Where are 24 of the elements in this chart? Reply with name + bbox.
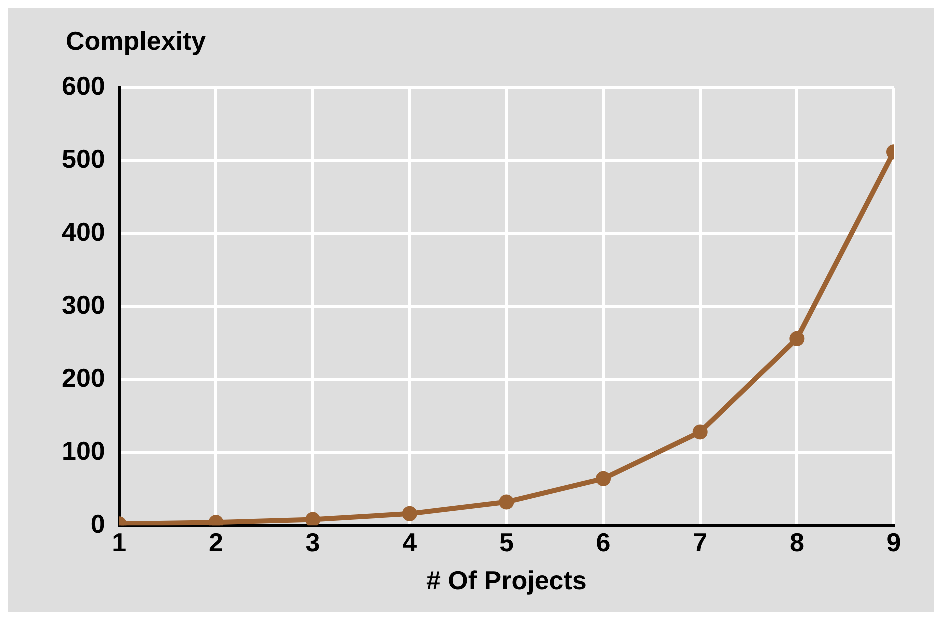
- point: [499, 494, 514, 510]
- x-tick-label: 9: [886, 527, 902, 558]
- point: [692, 424, 708, 440]
- x-tick-label: 4: [402, 527, 418, 558]
- x-axis-title: # Of Projects: [426, 566, 587, 596]
- y-tick-label: 100: [62, 436, 106, 466]
- y-tick-label: 0: [90, 508, 106, 539]
- x-tick-label: 5: [499, 527, 514, 558]
- y-tick-label: 200: [62, 362, 106, 393]
- y-axis-title: Complexity: [66, 26, 207, 56]
- point: [402, 506, 418, 522]
- x-tick-label: 6: [596, 527, 611, 558]
- y-tick-label: 600: [62, 71, 106, 102]
- point: [790, 331, 805, 346]
- y-tick-label: 400: [62, 217, 106, 248]
- point: [596, 471, 612, 486]
- x-tick-label: 3: [306, 527, 320, 558]
- x-tick-label: 2: [208, 527, 224, 558]
- x-tick-label: 1: [112, 527, 127, 558]
- y-tick-label: 300: [62, 290, 106, 320]
- x-tick-label: 7: [693, 527, 708, 558]
- x-tick-label: 8: [790, 527, 804, 558]
- point: [306, 512, 321, 526]
- y-tick-label: 500: [62, 144, 106, 174]
